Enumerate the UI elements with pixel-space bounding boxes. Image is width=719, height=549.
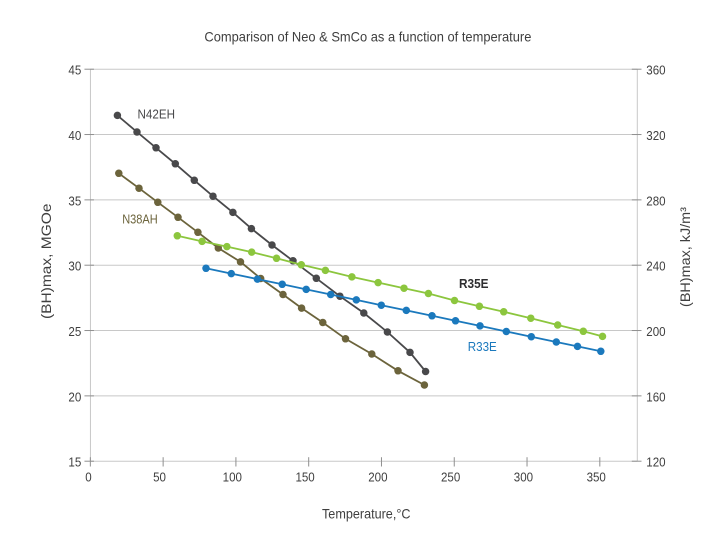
svg-text:100: 100 <box>223 470 242 485</box>
svg-text:0: 0 <box>85 470 91 485</box>
svg-text:150: 150 <box>295 470 314 485</box>
svg-text:Temperature,°C: Temperature,°C <box>322 506 411 522</box>
svg-text:15: 15 <box>68 455 81 470</box>
svg-text:25: 25 <box>68 324 81 339</box>
svg-text:R33E: R33E <box>468 339 497 354</box>
svg-text:160: 160 <box>646 389 665 404</box>
svg-text:20: 20 <box>68 389 81 404</box>
svg-text:35: 35 <box>68 193 81 208</box>
svg-text:N42EH: N42EH <box>138 107 176 122</box>
svg-text:200: 200 <box>368 470 387 485</box>
svg-text:240: 240 <box>646 259 665 274</box>
svg-text:120: 120 <box>646 455 665 470</box>
svg-text:(BH)max, kJ/m³: (BH)max, kJ/m³ <box>677 207 693 307</box>
svg-text:30: 30 <box>68 259 81 274</box>
svg-text:280: 280 <box>646 193 665 208</box>
svg-text:45: 45 <box>68 63 81 78</box>
svg-text:R35E: R35E <box>459 276 489 291</box>
svg-text:200: 200 <box>646 324 665 339</box>
svg-text:350: 350 <box>587 470 606 485</box>
svg-text:50: 50 <box>153 470 166 485</box>
svg-text:40: 40 <box>68 128 81 143</box>
svg-text:250: 250 <box>441 470 460 485</box>
svg-text:360: 360 <box>646 63 665 78</box>
svg-text:(BH)max, MGOe: (BH)max, MGOe <box>38 203 54 319</box>
svg-text:N38AH: N38AH <box>122 212 158 227</box>
svg-text:Comparison of Neo & SmCo as a: Comparison of Neo & SmCo as a function o… <box>204 29 531 45</box>
svg-text:300: 300 <box>514 470 533 485</box>
svg-text:320: 320 <box>646 128 665 143</box>
